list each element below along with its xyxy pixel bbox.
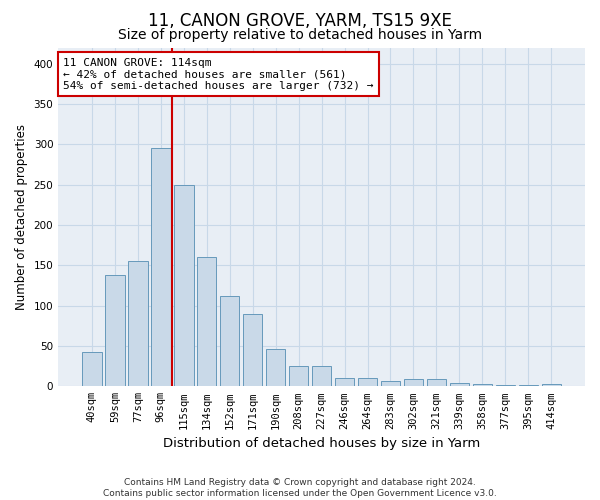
Bar <box>473 384 492 386</box>
Bar <box>289 366 308 386</box>
X-axis label: Distribution of detached houses by size in Yarm: Distribution of detached houses by size … <box>163 437 480 450</box>
Text: 11 CANON GROVE: 114sqm
← 42% of detached houses are smaller (561)
54% of semi-de: 11 CANON GROVE: 114sqm ← 42% of detached… <box>64 58 374 91</box>
Bar <box>381 382 400 386</box>
Text: Contains HM Land Registry data © Crown copyright and database right 2024.
Contai: Contains HM Land Registry data © Crown c… <box>103 478 497 498</box>
Text: 11, CANON GROVE, YARM, TS15 9XE: 11, CANON GROVE, YARM, TS15 9XE <box>148 12 452 30</box>
Bar <box>174 184 194 386</box>
Text: Size of property relative to detached houses in Yarm: Size of property relative to detached ho… <box>118 28 482 42</box>
Bar <box>449 383 469 386</box>
Bar <box>243 314 262 386</box>
Bar <box>427 379 446 386</box>
Bar <box>128 262 148 386</box>
Bar <box>266 349 286 387</box>
Bar <box>220 296 239 386</box>
Bar <box>105 275 125 386</box>
Bar <box>312 366 331 386</box>
Bar <box>496 384 515 386</box>
Bar <box>82 352 101 386</box>
Bar <box>197 257 217 386</box>
Bar <box>542 384 561 386</box>
Bar <box>335 378 355 386</box>
Bar <box>518 384 538 386</box>
Bar <box>151 148 170 386</box>
Bar <box>358 378 377 386</box>
Y-axis label: Number of detached properties: Number of detached properties <box>15 124 28 310</box>
Bar <box>404 379 423 386</box>
